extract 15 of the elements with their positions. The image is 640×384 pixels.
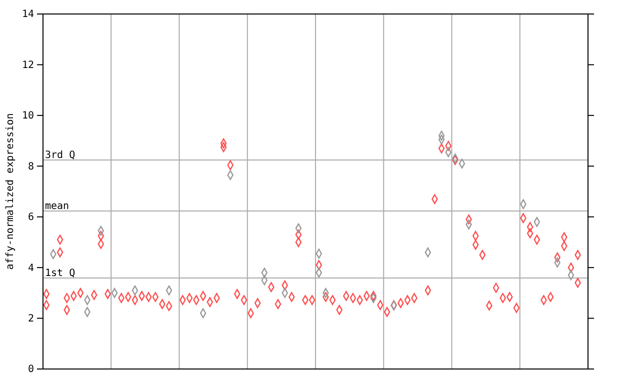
y-tick-label: 6 bbox=[28, 212, 34, 224]
y-tick-label: 10 bbox=[22, 110, 34, 122]
y-tick-label: 14 bbox=[22, 9, 34, 20]
y-tick-label: 2 bbox=[28, 313, 34, 324]
y-tick-label: 12 bbox=[22, 60, 34, 71]
ref-line-label: 1st Q bbox=[45, 268, 76, 279]
y-axis-title: affy-normalized expression bbox=[5, 113, 16, 270]
ref-line-label: 3rd Q bbox=[45, 150, 76, 162]
point bbox=[438, 134, 445, 144]
y-tick-label: 0 bbox=[28, 364, 34, 376]
y-tick-label: 4 bbox=[28, 262, 34, 274]
point bbox=[98, 239, 104, 249]
ref-line-label: mean bbox=[45, 201, 70, 212]
point bbox=[370, 293, 377, 303]
y-tick-label: 8 bbox=[28, 161, 34, 172]
